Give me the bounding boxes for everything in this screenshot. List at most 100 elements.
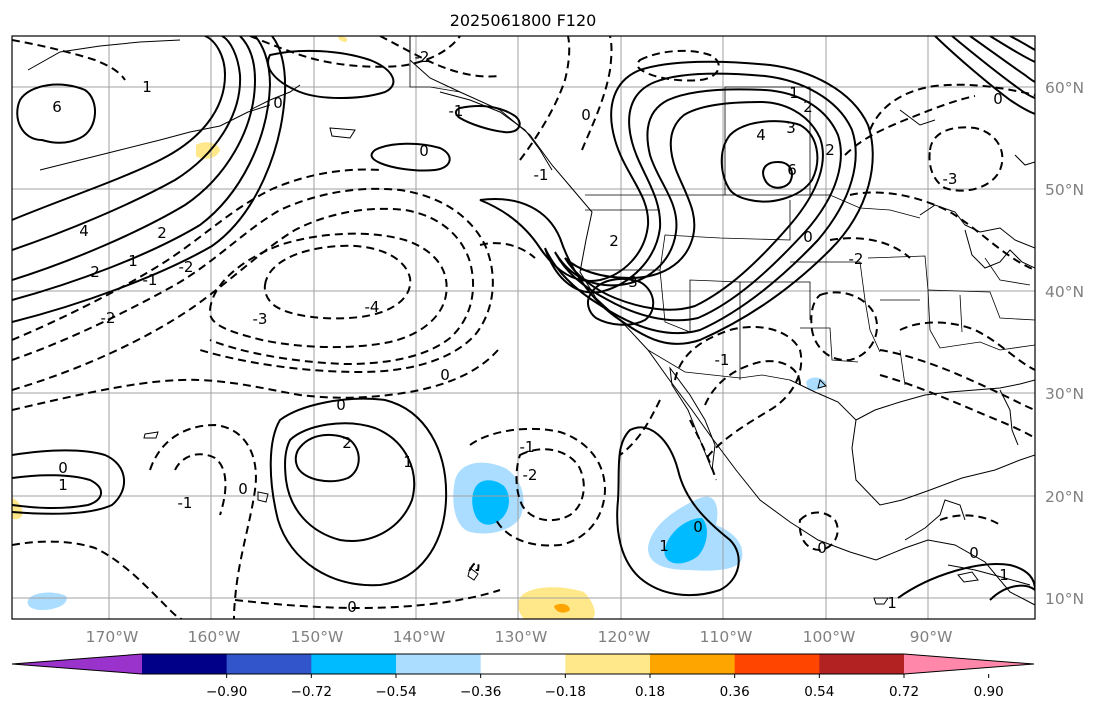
lon-label: 90°W xyxy=(910,628,953,646)
contour-label: 1 xyxy=(999,566,1009,584)
contour-label: -2 xyxy=(849,250,864,268)
contour-label: 4 xyxy=(79,222,89,240)
colorbar-segment xyxy=(734,654,820,674)
colorbar-extend-max xyxy=(904,654,1034,674)
colorbar-segment xyxy=(396,654,482,674)
map-title: 2025061800 F120 xyxy=(450,11,597,30)
lat-labels: 60°N 50°N 40°N 30°N 20°N 10°N xyxy=(1045,79,1084,608)
contour-label: 0 xyxy=(969,544,979,562)
map-frame xyxy=(11,35,1036,620)
lon-label: 100°W xyxy=(803,628,856,646)
shade-yellow-4 xyxy=(338,36,348,42)
lon-labels: 170°W 160°W 150°W 140°W 130°W 120°W 110°… xyxy=(86,628,953,646)
shade-yellow-3 xyxy=(12,498,23,520)
contour-label: 0 xyxy=(273,94,283,112)
colorbar-segment xyxy=(142,654,228,674)
colorbar-tick-label: 0.72 xyxy=(889,684,919,700)
contour-label: 1 xyxy=(789,84,799,102)
contour-label: -3 xyxy=(253,310,268,328)
contour-label: 2 xyxy=(342,434,352,452)
contour-label: 2 xyxy=(90,263,100,281)
lon-label: 160°W xyxy=(188,628,241,646)
colorbar-tick-label: −0.18 xyxy=(545,684,586,700)
colorbar-segment xyxy=(819,654,905,674)
lat-label: 60°N xyxy=(1045,79,1084,97)
contour-label: -2 xyxy=(179,258,194,276)
contour-labels: 6 4 2 1 -1 -2 2 -2 -3 -4 0 0 0 1 -2 -1 0… xyxy=(52,48,1009,616)
contour-label: -1 xyxy=(520,438,535,456)
lat-label: 40°N xyxy=(1045,283,1084,301)
contour-label: 4 xyxy=(756,126,766,144)
contour-label: 0 xyxy=(803,228,813,246)
graticule xyxy=(12,36,1035,619)
contour-label: 6 xyxy=(787,161,797,179)
colorbar-tick-label: 0.36 xyxy=(720,684,750,700)
colorbar-segment xyxy=(480,654,566,674)
shade-orange-1 xyxy=(554,603,570,613)
shade-blue-2 xyxy=(664,518,707,564)
contour-label: 1 xyxy=(887,594,897,612)
contour-label: 0 xyxy=(58,459,68,477)
contour-label: -1 xyxy=(143,271,158,289)
colorbar-segment xyxy=(565,654,651,674)
contour-label: 0 xyxy=(336,396,346,414)
contour-label: -4 xyxy=(365,298,380,316)
lon-label: 150°W xyxy=(291,628,344,646)
lon-label: 110°W xyxy=(700,628,753,646)
lon-label: 140°W xyxy=(393,628,446,646)
colorbar-tick-label: −0.54 xyxy=(375,684,416,700)
map-panel: 6 4 2 1 -1 -2 2 -2 -3 -4 0 0 0 1 -2 -1 0… xyxy=(11,35,1036,620)
contour-label: 1 xyxy=(128,252,138,270)
contour-label: 2 xyxy=(803,98,813,116)
contour-label: 1 xyxy=(142,78,152,96)
shade-blue-light-3 xyxy=(27,592,67,610)
contour-label: 1 xyxy=(403,453,413,471)
shade-blue-1 xyxy=(472,480,509,525)
contour-label: 3 xyxy=(786,119,796,137)
contour-label: -1 xyxy=(178,494,193,512)
contour-label: -2 xyxy=(415,48,430,66)
colorbar-segment xyxy=(311,654,397,674)
contour-label: 2 xyxy=(157,224,167,242)
contour-label: 0 xyxy=(440,366,450,384)
colorbar-tick-label: −0.72 xyxy=(291,684,332,700)
colorbar-tick-label: −0.90 xyxy=(206,684,247,700)
lon-label: 130°W xyxy=(495,628,548,646)
contour-label: 0 xyxy=(817,539,827,557)
contours-positive xyxy=(12,36,1035,601)
lat-label: 50°N xyxy=(1045,181,1084,199)
colorbar-tick-label: 0.54 xyxy=(804,684,834,700)
contour-label: 0 xyxy=(347,598,357,616)
contour-label: -1 xyxy=(449,102,464,120)
contour-label: 0 xyxy=(581,106,591,124)
colorbar-tick-label: 0.90 xyxy=(974,684,1004,700)
lat-label: 20°N xyxy=(1045,488,1084,506)
colorbar-segment xyxy=(650,654,736,674)
contour-label: 0 xyxy=(238,480,248,498)
contours-negative xyxy=(12,36,1035,619)
lat-label: 10°N xyxy=(1045,590,1084,608)
contour-label: 0 xyxy=(419,142,429,160)
contour-label: 1 xyxy=(659,537,669,555)
contour-label: 0 xyxy=(693,518,703,536)
contour-label: 6 xyxy=(52,98,62,116)
contour-label: -1 xyxy=(715,351,730,369)
lat-label: 30°N xyxy=(1045,385,1084,403)
contour-label: 3 xyxy=(628,273,638,291)
colorbar-extend-min xyxy=(12,654,142,674)
colorbar-segment xyxy=(226,654,312,674)
contour-label: -3 xyxy=(943,170,958,188)
shade-yellow-1 xyxy=(517,587,595,619)
contour-label: 2 xyxy=(609,232,619,250)
contour-label: -2 xyxy=(101,309,116,327)
lon-label: 170°W xyxy=(86,628,139,646)
contour-label: -1 xyxy=(534,166,549,184)
colorbar-tick-label: 0.18 xyxy=(635,684,665,700)
contour-label: 0 xyxy=(993,90,1003,108)
contour-label: -2 xyxy=(523,466,538,484)
lon-label: 120°W xyxy=(598,628,651,646)
contour-label: 1 xyxy=(58,476,68,494)
contour-label: 2 xyxy=(825,141,835,159)
colorbar: −0.90 −0.72 −0.54 −0.36 −0.18 0.18 0.36 0.54 0.7… xyxy=(11,653,1035,700)
